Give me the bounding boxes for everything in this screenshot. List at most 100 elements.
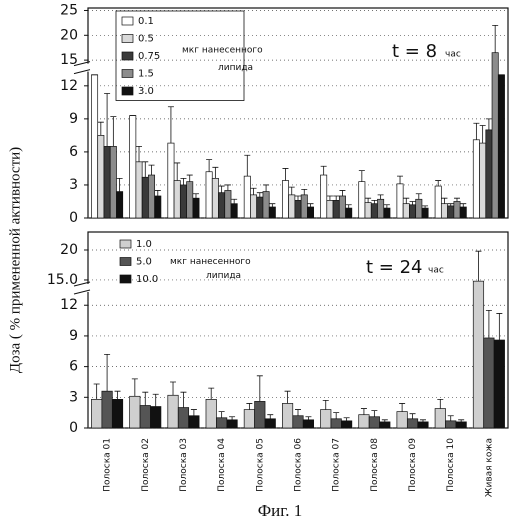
bar bbox=[369, 417, 379, 428]
legend-label: 1.5 bbox=[138, 69, 154, 80]
error-bar bbox=[115, 391, 121, 399]
error-bar bbox=[359, 171, 365, 182]
bar bbox=[446, 421, 456, 428]
bar bbox=[91, 399, 101, 428]
bar bbox=[265, 419, 275, 428]
bar bbox=[227, 420, 237, 428]
bar bbox=[498, 75, 504, 218]
bar bbox=[359, 182, 365, 218]
y-tick-label: 12 bbox=[60, 78, 78, 94]
error-bar bbox=[437, 399, 443, 408]
bar bbox=[255, 401, 265, 428]
bar bbox=[189, 416, 199, 428]
error-bar bbox=[132, 379, 138, 396]
y-tick-label: 3 bbox=[69, 389, 78, 405]
bar bbox=[150, 407, 160, 428]
error-bar bbox=[384, 205, 390, 208]
bar bbox=[244, 410, 254, 428]
error-bar bbox=[333, 413, 339, 419]
error-bar bbox=[403, 198, 409, 204]
error-bar bbox=[486, 119, 492, 130]
bar bbox=[380, 422, 390, 428]
error-bar bbox=[371, 200, 377, 203]
error-bar bbox=[269, 204, 275, 207]
bar bbox=[216, 418, 226, 428]
x-tick-label: Полоска 04 bbox=[217, 438, 227, 492]
bar bbox=[140, 405, 150, 428]
annotation-unit: час bbox=[428, 266, 444, 276]
legend-note: мкг нанесенного bbox=[182, 46, 263, 56]
x-tick-label: Полоска 08 bbox=[370, 438, 380, 492]
error-bar bbox=[155, 190, 161, 196]
bar bbox=[293, 416, 303, 428]
bar bbox=[454, 201, 460, 218]
bar bbox=[269, 207, 275, 218]
error-bar bbox=[180, 178, 186, 185]
bar bbox=[321, 410, 331, 428]
error-bar bbox=[305, 417, 311, 420]
bar bbox=[365, 203, 371, 218]
error-bar bbox=[170, 382, 176, 395]
bar bbox=[206, 172, 212, 218]
y-tick-label: 15.0 bbox=[47, 272, 78, 288]
x-tick-label: Полоска 03 bbox=[179, 438, 189, 492]
x-tick-label: Живая кожа bbox=[484, 438, 494, 497]
legend-label: 0.1 bbox=[138, 16, 154, 27]
legend-frame bbox=[116, 11, 244, 101]
error-bar bbox=[142, 162, 148, 177]
legend-label: 5.0 bbox=[136, 257, 152, 268]
bar bbox=[295, 200, 301, 218]
error-bar bbox=[346, 205, 352, 208]
error-bar bbox=[94, 384, 100, 399]
error-bar bbox=[208, 388, 214, 399]
error-bar bbox=[104, 354, 110, 391]
error-bar bbox=[410, 201, 416, 204]
error-bar bbox=[339, 190, 345, 196]
error-bar bbox=[473, 123, 479, 140]
error-bar bbox=[295, 410, 301, 416]
legend-label: 3.0 bbox=[138, 86, 154, 97]
error-bar bbox=[212, 167, 218, 178]
x-tick-label: Полоска 01 bbox=[103, 438, 113, 492]
bar bbox=[473, 140, 479, 218]
bar bbox=[225, 190, 231, 218]
bar bbox=[456, 422, 466, 428]
error-bar bbox=[344, 418, 350, 421]
legend-note: липида bbox=[206, 271, 241, 281]
y-tick-label: 6 bbox=[69, 144, 78, 160]
legend-swatch bbox=[122, 17, 133, 25]
bar bbox=[492, 53, 498, 218]
legend-note: мкг нанесенного bbox=[170, 257, 251, 267]
bar bbox=[473, 281, 483, 428]
y-tick-label: 0 bbox=[69, 420, 78, 436]
error-bar bbox=[168, 107, 174, 143]
bar bbox=[206, 399, 216, 428]
error-bar bbox=[142, 392, 148, 405]
annotation: t = 24 bbox=[366, 257, 423, 278]
bar bbox=[422, 208, 428, 218]
error-bar bbox=[454, 198, 460, 201]
error-bar bbox=[193, 194, 199, 198]
error-bar bbox=[323, 400, 329, 409]
y-tick-label: 3 bbox=[69, 177, 78, 193]
legend-label: 0.75 bbox=[138, 51, 160, 62]
error-bar bbox=[98, 122, 104, 135]
error-bar bbox=[371, 411, 377, 417]
legend-label: 1.0 bbox=[136, 239, 152, 250]
bar bbox=[155, 196, 161, 218]
y-axis-label: Доза ( % примененной активности) bbox=[7, 147, 23, 373]
bar bbox=[257, 197, 263, 218]
bar bbox=[435, 409, 445, 428]
legend-swatch bbox=[120, 275, 131, 283]
bar bbox=[212, 178, 218, 218]
error-bar bbox=[441, 198, 447, 204]
bar bbox=[384, 208, 390, 218]
error-bar bbox=[174, 163, 180, 181]
error-bar bbox=[104, 94, 110, 147]
x-tick-label: Полоска 05 bbox=[255, 438, 265, 492]
y-tick-label: 20 bbox=[60, 242, 78, 258]
error-bar bbox=[378, 195, 384, 199]
bar bbox=[112, 399, 122, 428]
x-tick-label: Полоска 02 bbox=[141, 438, 151, 492]
bar bbox=[359, 415, 369, 428]
